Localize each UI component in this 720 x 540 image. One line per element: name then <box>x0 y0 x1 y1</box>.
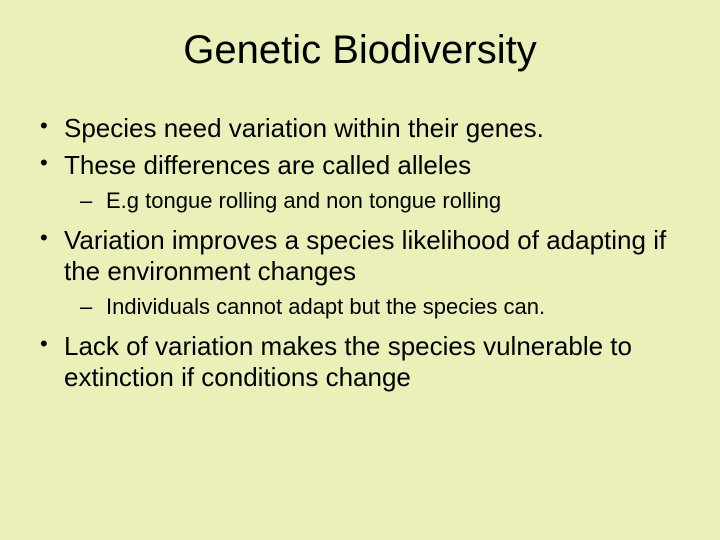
bullet-text: These differences are called alleles <box>64 150 471 180</box>
sub-bullet-item: Individuals cannot adapt but the species… <box>64 293 690 321</box>
bullet-text: Variation improves a species likelihood … <box>64 225 666 286</box>
sub-bullet-list: Individuals cannot adapt but the species… <box>64 293 690 321</box>
bullet-item: Lack of variation makes the species vuln… <box>30 331 690 393</box>
bullet-text: Species need variation within their gene… <box>64 113 544 143</box>
bullet-list: Species need variation within their gene… <box>30 113 690 393</box>
bullet-item: Species need variation within their gene… <box>30 113 690 144</box>
bullet-item: These differences are called alleles E.g… <box>30 150 690 215</box>
slide-title: Genetic Biodiversity <box>30 28 690 73</box>
sub-bullet-item: E.g tongue rolling and non tongue rollin… <box>64 187 690 215</box>
sub-bullet-text: Individuals cannot adapt but the species… <box>106 294 545 319</box>
slide: Genetic Biodiversity Species need variat… <box>0 0 720 540</box>
sub-bullet-list: E.g tongue rolling and non tongue rollin… <box>64 187 690 215</box>
bullet-item: Variation improves a species likelihood … <box>30 225 690 321</box>
bullet-text: Lack of variation makes the species vuln… <box>64 331 632 392</box>
sub-bullet-text: E.g tongue rolling and non tongue rollin… <box>106 188 501 213</box>
